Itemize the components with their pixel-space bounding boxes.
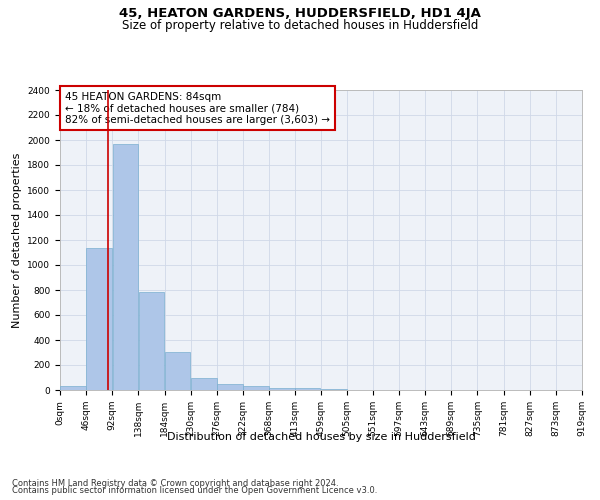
Text: Size of property relative to detached houses in Huddersfield: Size of property relative to detached ho… bbox=[122, 19, 478, 32]
Bar bbox=[165, 352, 190, 390]
Bar bbox=[139, 292, 164, 390]
Bar bbox=[86, 248, 112, 390]
Text: 45 HEATON GARDENS: 84sqm
← 18% of detached houses are smaller (784)
82% of semi-: 45 HEATON GARDENS: 84sqm ← 18% of detach… bbox=[65, 92, 330, 124]
Text: Contains HM Land Registry data © Crown copyright and database right 2024.: Contains HM Land Registry data © Crown c… bbox=[12, 478, 338, 488]
Text: Contains public sector information licensed under the Open Government Licence v3: Contains public sector information licen… bbox=[12, 486, 377, 495]
Y-axis label: Number of detached properties: Number of detached properties bbox=[12, 152, 22, 328]
Bar bbox=[295, 388, 320, 390]
Bar bbox=[113, 144, 138, 390]
Bar bbox=[321, 389, 347, 390]
Bar bbox=[60, 386, 86, 390]
Bar bbox=[269, 388, 295, 390]
Text: Distribution of detached houses by size in Huddersfield: Distribution of detached houses by size … bbox=[167, 432, 475, 442]
Text: 45, HEATON GARDENS, HUDDERSFIELD, HD1 4JA: 45, HEATON GARDENS, HUDDERSFIELD, HD1 4J… bbox=[119, 8, 481, 20]
Bar bbox=[217, 384, 242, 390]
Bar bbox=[243, 386, 269, 390]
Bar bbox=[191, 378, 217, 390]
